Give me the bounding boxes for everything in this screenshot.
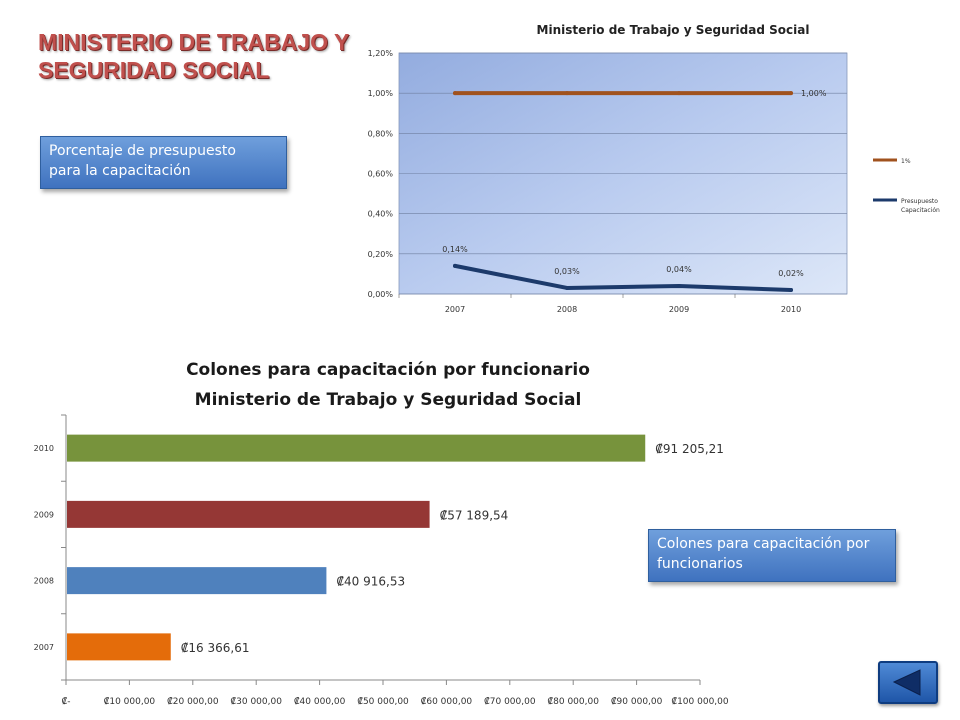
callout-line: Colones para capacitación por: [657, 536, 870, 552]
series-line: [453, 263, 793, 292]
x-tick-label: ₡90 000,00: [611, 697, 663, 707]
x-tick-label: ₡30 000,00: [230, 697, 282, 707]
back-button[interactable]: [878, 661, 938, 704]
bar: [67, 434, 646, 462]
x-tick-label: ₡-: [62, 697, 71, 707]
data-label: 0,14%: [442, 245, 468, 254]
x-tick-label: ₡40 000,00: [294, 697, 346, 707]
bar-value-label: ₡40 916,53: [336, 575, 405, 589]
y-tick-label: 1,20%: [368, 49, 394, 58]
y-tick-label: 2009: [34, 510, 54, 519]
data-point: [677, 283, 681, 288]
x-tick-label: 2007: [445, 305, 465, 314]
data-label: 0,04%: [666, 265, 692, 274]
x-tick-label: 2008: [557, 305, 577, 314]
bar-chart-title-line: Ministerio de Trabajo y Seguridad Social: [195, 390, 582, 410]
data-label: 0,03%: [554, 267, 580, 276]
data-point: [677, 91, 681, 96]
legend-label: Presupuesto Capacitación: [901, 198, 940, 214]
y-tick-label: 0,80%: [368, 129, 394, 138]
x-tick-label: 2009: [669, 305, 689, 314]
data-label: 0,02%: [778, 269, 804, 278]
y-tick-label: 1,00%: [368, 89, 394, 98]
data-point: [789, 91, 793, 96]
x-tick-label: ₡10 000,00: [104, 697, 156, 707]
budget-line-chart: Ministerio de Trabajo y Seguridad Social…: [368, 23, 940, 314]
slide-title-line: SEGURIDAD SOCIAL: [38, 57, 270, 83]
bar: [67, 500, 430, 528]
x-tick-label: ₡80 000,00: [547, 697, 599, 707]
legend-label: 1%: [901, 158, 911, 165]
y-tick-label: 2007: [34, 643, 54, 652]
x-tick-label: ₡70 000,00: [484, 697, 536, 707]
callout-line: Porcentaje de presupuesto: [49, 143, 236, 159]
line-chart-title: Ministerio de Trabajo y Seguridad Social: [537, 23, 810, 37]
x-tick-label: ₡100 000,00: [671, 697, 729, 707]
back-triangle-icon: [892, 669, 921, 696]
x-tick-label: ₡20 000,00: [167, 697, 219, 707]
callout-line: funcionarios: [657, 556, 743, 572]
x-tick-label: ₡50 000,00: [357, 697, 409, 707]
data-point: [565, 285, 569, 290]
data-point: [453, 91, 457, 96]
slide-title-line: MINISTERIO DE TRABAJO Y: [38, 29, 350, 55]
y-tick-label: 2010: [34, 444, 54, 453]
bar-value-label: ₡57 189,54: [440, 508, 509, 522]
bar: [67, 633, 171, 661]
y-tick-label: 0,20%: [368, 250, 394, 259]
bar: [67, 567, 327, 595]
y-tick-label: 0,60%: [368, 170, 394, 179]
data-point: [789, 287, 793, 292]
slide-title: MINISTERIO DE TRABAJO Y SEGURIDAD SOCIAL: [38, 28, 349, 84]
y-tick-label: 0,00%: [368, 290, 394, 299]
data-label: 1,00%: [801, 89, 827, 98]
colones-bar-chart: Colones para capacitación por funcionari…: [34, 360, 729, 707]
colones-callout: Colones para capacitación por funcionari…: [648, 529, 896, 582]
y-tick-label: 0,40%: [368, 210, 394, 219]
y-tick-label: 2008: [34, 577, 54, 586]
data-point: [453, 263, 457, 268]
bar-value-label: ₡91 205,21: [655, 442, 724, 456]
callout-line: para la capacitación: [49, 163, 191, 179]
budget-percent-callout: Porcentaje de presupuesto para la capaci…: [40, 136, 287, 189]
x-tick-label: 2010: [781, 305, 801, 314]
bar-value-label: ₡16 366,61: [181, 641, 250, 655]
x-tick-label: ₡60 000,00: [421, 697, 473, 707]
bar-chart-title-line: Colones para capacitación por funcionari…: [186, 360, 590, 380]
data-point: [565, 91, 569, 96]
